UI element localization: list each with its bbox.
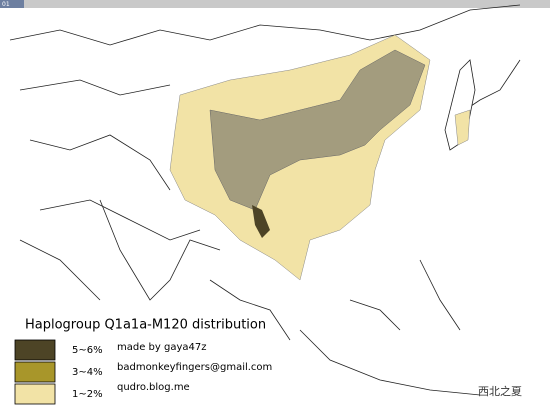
legend: 5~6% 3~4% 1~2% made by gaya47z badmonkeyfing… <box>14 339 272 405</box>
credit: qudro.blog.me <box>117 382 190 393</box>
legend-swatch <box>14 339 56 361</box>
watermark: 西北之夏 <box>478 384 522 398</box>
coastlines <box>9 4 521 396</box>
legend-label: 1~2% <box>72 389 103 400</box>
region-5-6 <box>252 205 270 238</box>
credit: badmonkeyfingers@gmail.com <box>117 362 272 373</box>
corner-tag-bg <box>0 0 24 8</box>
corner-tag: 01 <box>2 1 10 8</box>
map <box>9 4 521 396</box>
legend-swatch <box>14 383 56 405</box>
top-bar <box>0 0 550 8</box>
legend-label: 5~6% <box>72 345 103 356</box>
credit: made by gaya47z <box>117 342 207 353</box>
map-title: Haplogroup Q1a1a-M120 distribution <box>25 318 266 333</box>
region-3-4 <box>209 49 426 211</box>
region-1-2-japan <box>454 109 471 146</box>
legend-label: 3~4% <box>72 367 103 378</box>
legend-swatch <box>14 361 56 383</box>
